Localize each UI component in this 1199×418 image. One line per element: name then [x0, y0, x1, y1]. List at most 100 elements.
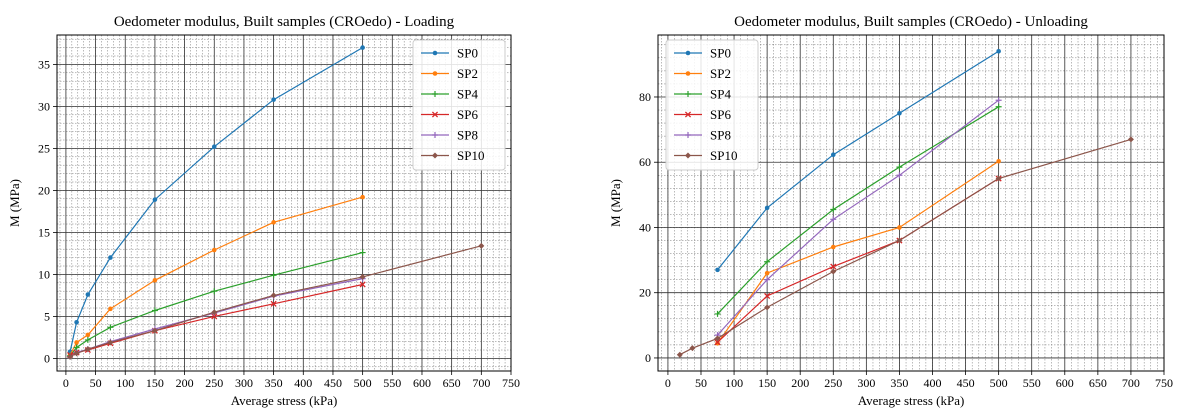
data-point	[271, 272, 277, 278]
chart-title: Oedometer modulus, Built samples (CROedo…	[114, 14, 455, 30]
data-point	[360, 195, 365, 200]
data-point	[271, 220, 276, 225]
data-point	[360, 250, 366, 256]
legend-label: SP4	[710, 87, 731, 102]
unloading-chart: 0 50 100 150 200 250 300 350 400 450 500 550 600 650 7…	[608, 14, 1173, 408]
y-tick-label: 10	[38, 267, 50, 281]
x-tick-label: 700	[472, 376, 490, 390]
data-point	[1128, 136, 1134, 142]
y-tick-label: 25	[38, 141, 50, 155]
data-point	[74, 340, 79, 345]
legend-marker	[433, 51, 438, 56]
x-tick-label: 400	[923, 376, 941, 390]
x-tick-label: 150	[146, 376, 164, 390]
data-point	[108, 255, 113, 260]
y-tick-label: 40	[639, 220, 651, 234]
data-point	[831, 152, 836, 157]
data-point	[765, 206, 770, 211]
series-line	[70, 197, 363, 355]
data-point	[86, 292, 91, 297]
x-tick-label: 600	[1056, 376, 1074, 390]
y-tick-label: 5	[44, 309, 50, 323]
x-tick-label: 750	[502, 376, 520, 390]
data-point	[212, 144, 217, 149]
data-point	[271, 97, 276, 102]
y-tick-label: 30	[38, 99, 50, 113]
data-point	[896, 164, 902, 170]
data-point	[996, 104, 1002, 110]
x-tick-label: 200	[176, 376, 194, 390]
x-axis-label: Average stress (kPa)	[858, 393, 965, 408]
legend-label: SP10	[457, 148, 484, 163]
data-point	[271, 292, 277, 298]
series-sp6	[67, 282, 365, 358]
data-point	[108, 307, 113, 312]
legend-marker	[686, 71, 691, 76]
y-axis-label: M (MPa)	[7, 179, 22, 227]
legend: SP0 SP2 SP4 SP6 SP8 SP10	[413, 40, 505, 170]
x-tick-label: 0	[665, 376, 671, 390]
y-tick-label: 80	[639, 90, 651, 104]
data-point	[74, 320, 79, 325]
data-point	[897, 111, 902, 116]
y-tick-label: 60	[639, 155, 651, 169]
data-point	[152, 308, 158, 314]
x-tick-label: 750	[1155, 376, 1173, 390]
x-tick-label: 200	[791, 376, 809, 390]
x-tick-label: 400	[294, 376, 312, 390]
x-tick-label: 50	[695, 376, 707, 390]
legend-label: SP0	[457, 46, 478, 61]
x-tick-label: 450	[957, 376, 975, 390]
legend-label: SP4	[457, 87, 478, 102]
data-point	[715, 268, 720, 273]
x-tick-label: 250	[824, 376, 842, 390]
legend-label: SP6	[710, 107, 731, 122]
data-point	[897, 225, 902, 230]
data-point	[831, 245, 836, 250]
series-line	[70, 285, 363, 356]
x-tick-label: 550	[383, 376, 401, 390]
chart-title: Oedometer modulus, Built samples (CROedo…	[734, 14, 1088, 30]
legend-label: SP0	[710, 46, 731, 61]
data-point	[153, 197, 158, 202]
x-tick-label: 300	[857, 376, 875, 390]
y-tick-label: 0	[645, 351, 651, 365]
y-axis-label: M (MPa)	[608, 179, 623, 227]
data-point	[107, 324, 113, 330]
x-tick-label: 450	[324, 376, 342, 390]
legend-label: SP8	[457, 128, 478, 143]
legend-label: SP2	[457, 66, 478, 81]
data-point	[677, 352, 683, 358]
legend-marker	[433, 71, 438, 76]
y-tick-label: 20	[38, 183, 50, 197]
x-tick-label: 550	[1023, 376, 1041, 390]
legend-label: SP6	[457, 107, 478, 122]
data-point	[765, 271, 770, 276]
x-tick-label: 100	[116, 376, 134, 390]
data-point	[360, 45, 365, 50]
x-tick-label: 500	[354, 376, 372, 390]
legend: SP0SP2SP4SP6SP8SP10	[666, 40, 758, 170]
y-tick-label: 35	[38, 57, 50, 71]
x-tick-label: 350	[890, 376, 908, 390]
data-point	[211, 288, 217, 294]
y-tick-label: 15	[38, 225, 50, 239]
x-tick-label: 250	[205, 376, 223, 390]
data-point	[86, 333, 91, 338]
x-tick-label: 700	[1122, 376, 1140, 390]
data-point	[996, 159, 1001, 164]
legend-marker	[686, 51, 691, 56]
y-tick-label: 20	[639, 286, 651, 300]
data-point	[478, 243, 484, 249]
x-tick-label: 100	[725, 376, 743, 390]
x-tick-label: 650	[1089, 376, 1107, 390]
x-tick-label: 600	[413, 376, 431, 390]
data-point	[996, 49, 1001, 54]
x-tick-label: 350	[265, 376, 283, 390]
x-tick-label: 50	[90, 376, 102, 390]
series-line	[680, 139, 1131, 354]
x-tick-label: 150	[758, 376, 776, 390]
data-point	[764, 304, 770, 310]
data-point	[212, 248, 217, 253]
